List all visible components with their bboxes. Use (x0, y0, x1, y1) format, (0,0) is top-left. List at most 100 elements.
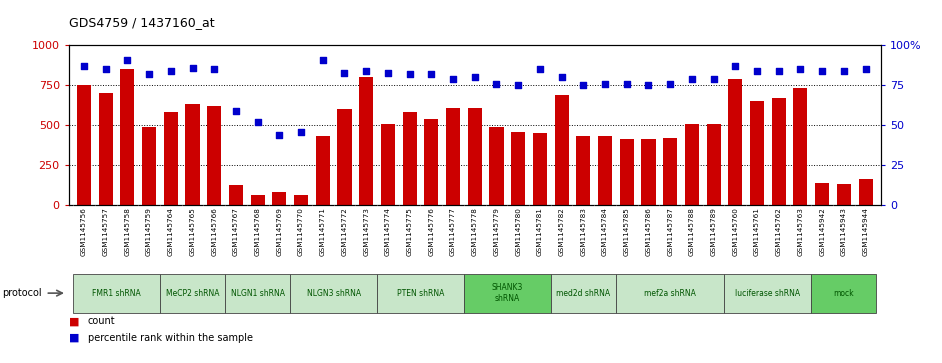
Text: GDS4759 / 1437160_at: GDS4759 / 1437160_at (69, 16, 215, 29)
Point (815, 68, 830, 74)
Text: GSM1145784: GSM1145784 (602, 207, 608, 256)
Text: GSM1145781: GSM1145781 (537, 207, 543, 256)
Text: GSM1145773: GSM1145773 (364, 207, 369, 256)
Text: GSM1145757: GSM1145757 (103, 207, 108, 256)
Text: SHANK3
shRNA: SHANK3 shRNA (492, 284, 523, 303)
Text: GSM1145772: GSM1145772 (342, 207, 348, 256)
Bar (685, 124, 699, 205)
Bar (512, 132, 526, 205)
Text: GSM1145785: GSM1145785 (624, 207, 630, 256)
Point (836, 68, 852, 74)
FancyBboxPatch shape (377, 273, 463, 313)
Text: GSM1145779: GSM1145779 (494, 207, 499, 256)
Point (98, 66, 113, 72)
Bar (359, 77, 373, 205)
Point (684, 76, 699, 82)
Point (511, 82, 526, 88)
FancyBboxPatch shape (811, 273, 876, 313)
Text: GSM1145778: GSM1145778 (472, 207, 478, 256)
Point (662, 81, 677, 87)
Text: GSM1145777: GSM1145777 (450, 207, 456, 256)
Bar (424, 119, 438, 205)
FancyBboxPatch shape (463, 273, 551, 313)
Bar (836, 184, 851, 205)
Text: GSM1145789: GSM1145789 (710, 207, 717, 256)
Text: PTEN shRNA: PTEN shRNA (397, 289, 445, 298)
Text: GSM1145767: GSM1145767 (233, 207, 239, 256)
Point (532, 66, 547, 72)
Text: GSM1145774: GSM1145774 (385, 207, 391, 256)
Bar (706, 124, 721, 205)
Point (272, 132, 287, 138)
Bar (642, 139, 656, 205)
Point (446, 76, 461, 82)
Point (728, 63, 743, 69)
Bar (294, 195, 308, 205)
Text: mef2a shRNA: mef2a shRNA (644, 289, 696, 298)
Text: GSM1145788: GSM1145788 (689, 207, 695, 256)
Point (185, 65, 200, 71)
Point (793, 66, 808, 72)
FancyBboxPatch shape (225, 273, 290, 313)
Bar (207, 106, 221, 205)
Point (206, 66, 221, 72)
Text: GSM1145944: GSM1145944 (863, 207, 869, 256)
Point (402, 71, 417, 77)
Bar (663, 138, 677, 205)
Point (467, 74, 482, 80)
Bar (490, 127, 504, 205)
Bar (272, 192, 286, 205)
Point (576, 82, 591, 88)
Point (706, 76, 722, 82)
FancyBboxPatch shape (290, 273, 377, 313)
Bar (620, 139, 634, 205)
Text: GSM1145780: GSM1145780 (515, 207, 521, 256)
Text: GSM1145770: GSM1145770 (298, 207, 304, 256)
Text: med2d shRNA: med2d shRNA (557, 289, 610, 298)
Point (858, 66, 873, 72)
Text: GSM1145769: GSM1145769 (276, 207, 283, 256)
Bar (577, 136, 591, 205)
Text: GSM1145761: GSM1145761 (754, 207, 760, 256)
Point (294, 129, 309, 135)
Bar (186, 105, 200, 205)
Point (424, 71, 439, 77)
FancyBboxPatch shape (73, 273, 160, 313)
Bar (858, 179, 872, 205)
Text: protocol: protocol (2, 288, 41, 298)
Bar (121, 69, 135, 205)
Bar (446, 108, 460, 205)
Text: GSM1145786: GSM1145786 (645, 207, 652, 256)
Point (163, 68, 178, 74)
Bar (164, 113, 178, 205)
Bar (337, 109, 351, 205)
FancyBboxPatch shape (724, 273, 811, 313)
Point (76, 63, 91, 69)
Text: GSM1145787: GSM1145787 (667, 207, 674, 256)
Text: GSM1145758: GSM1145758 (124, 207, 130, 256)
Text: NLGN1 shRNA: NLGN1 shRNA (231, 289, 284, 298)
Bar (142, 127, 156, 205)
Point (750, 68, 765, 74)
Point (337, 70, 352, 76)
Text: GSM1145776: GSM1145776 (429, 207, 434, 256)
Bar (77, 85, 91, 205)
Point (641, 82, 656, 88)
Bar (99, 93, 113, 205)
FancyBboxPatch shape (551, 273, 616, 313)
Point (251, 119, 266, 125)
Text: GSM1145942: GSM1145942 (820, 207, 825, 256)
Text: GSM1145768: GSM1145768 (254, 207, 261, 256)
Point (489, 81, 504, 87)
Text: ■: ■ (69, 316, 79, 326)
Bar (381, 124, 395, 205)
Text: NLGN3 shRNA: NLGN3 shRNA (306, 289, 361, 298)
Bar (468, 108, 481, 205)
Text: GSM1145764: GSM1145764 (168, 207, 174, 256)
Text: GSM1145763: GSM1145763 (798, 207, 804, 256)
Text: GSM1145760: GSM1145760 (732, 207, 739, 256)
FancyBboxPatch shape (160, 273, 225, 313)
Point (228, 108, 243, 114)
Point (597, 81, 612, 87)
Bar (229, 185, 243, 205)
